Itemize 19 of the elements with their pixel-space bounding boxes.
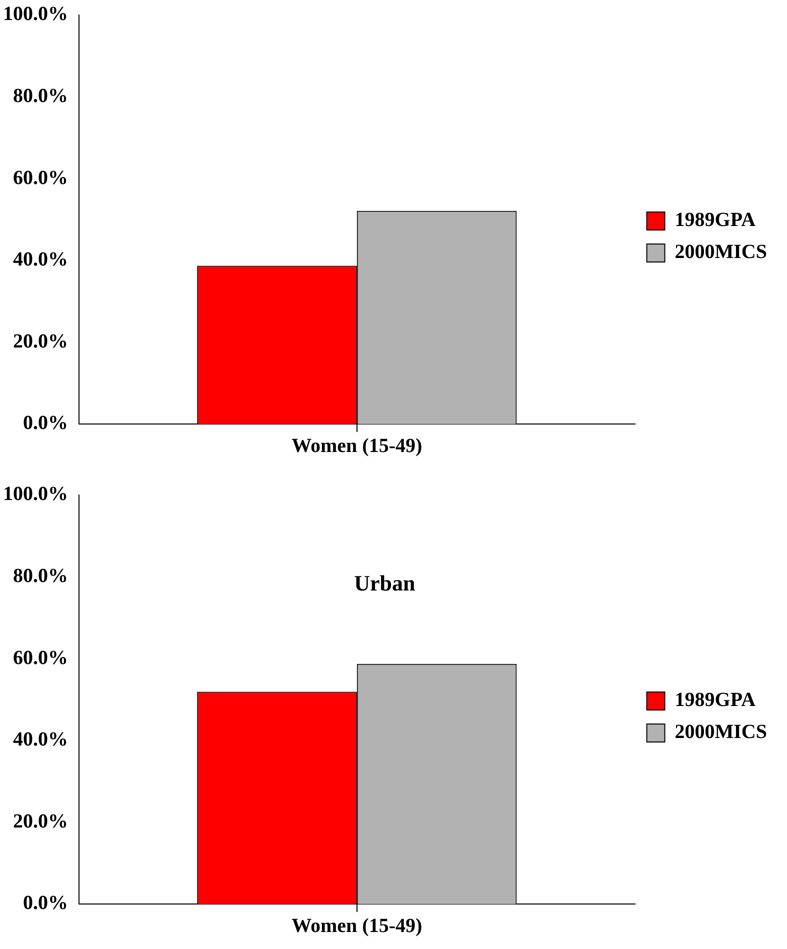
legend-label: 1989GPA <box>674 209 756 232</box>
y-tick-label: 0.0% <box>23 412 68 434</box>
y-tick-label: 100.0% <box>3 483 68 506</box>
y-tick-label: 60.0% <box>13 166 68 189</box>
y-tick-label: 80.0% <box>13 84 68 107</box>
y-tick-label: 40.0% <box>13 728 68 751</box>
y-tick-label: 80.0% <box>13 564 68 587</box>
text: Urban <box>354 570 416 596</box>
y-tick-label: 20.0% <box>13 810 68 832</box>
y-tick-label: 100.0% <box>3 3 68 26</box>
y-tick-label: 20.0% <box>13 330 68 352</box>
legend-label: 1989GPA <box>674 689 756 712</box>
x-tick-label: Women (15-49) <box>292 435 422 458</box>
legend-label: 2000MICS <box>674 721 768 744</box>
y-tick-label: 40.0% <box>13 248 68 271</box>
y-tick-label: 60.0% <box>13 646 68 669</box>
x-tick-label: Women (15-49) <box>292 915 422 938</box>
legend-label: 2000MICS <box>674 241 768 264</box>
y-tick-label: 0.0% <box>23 892 68 914</box>
